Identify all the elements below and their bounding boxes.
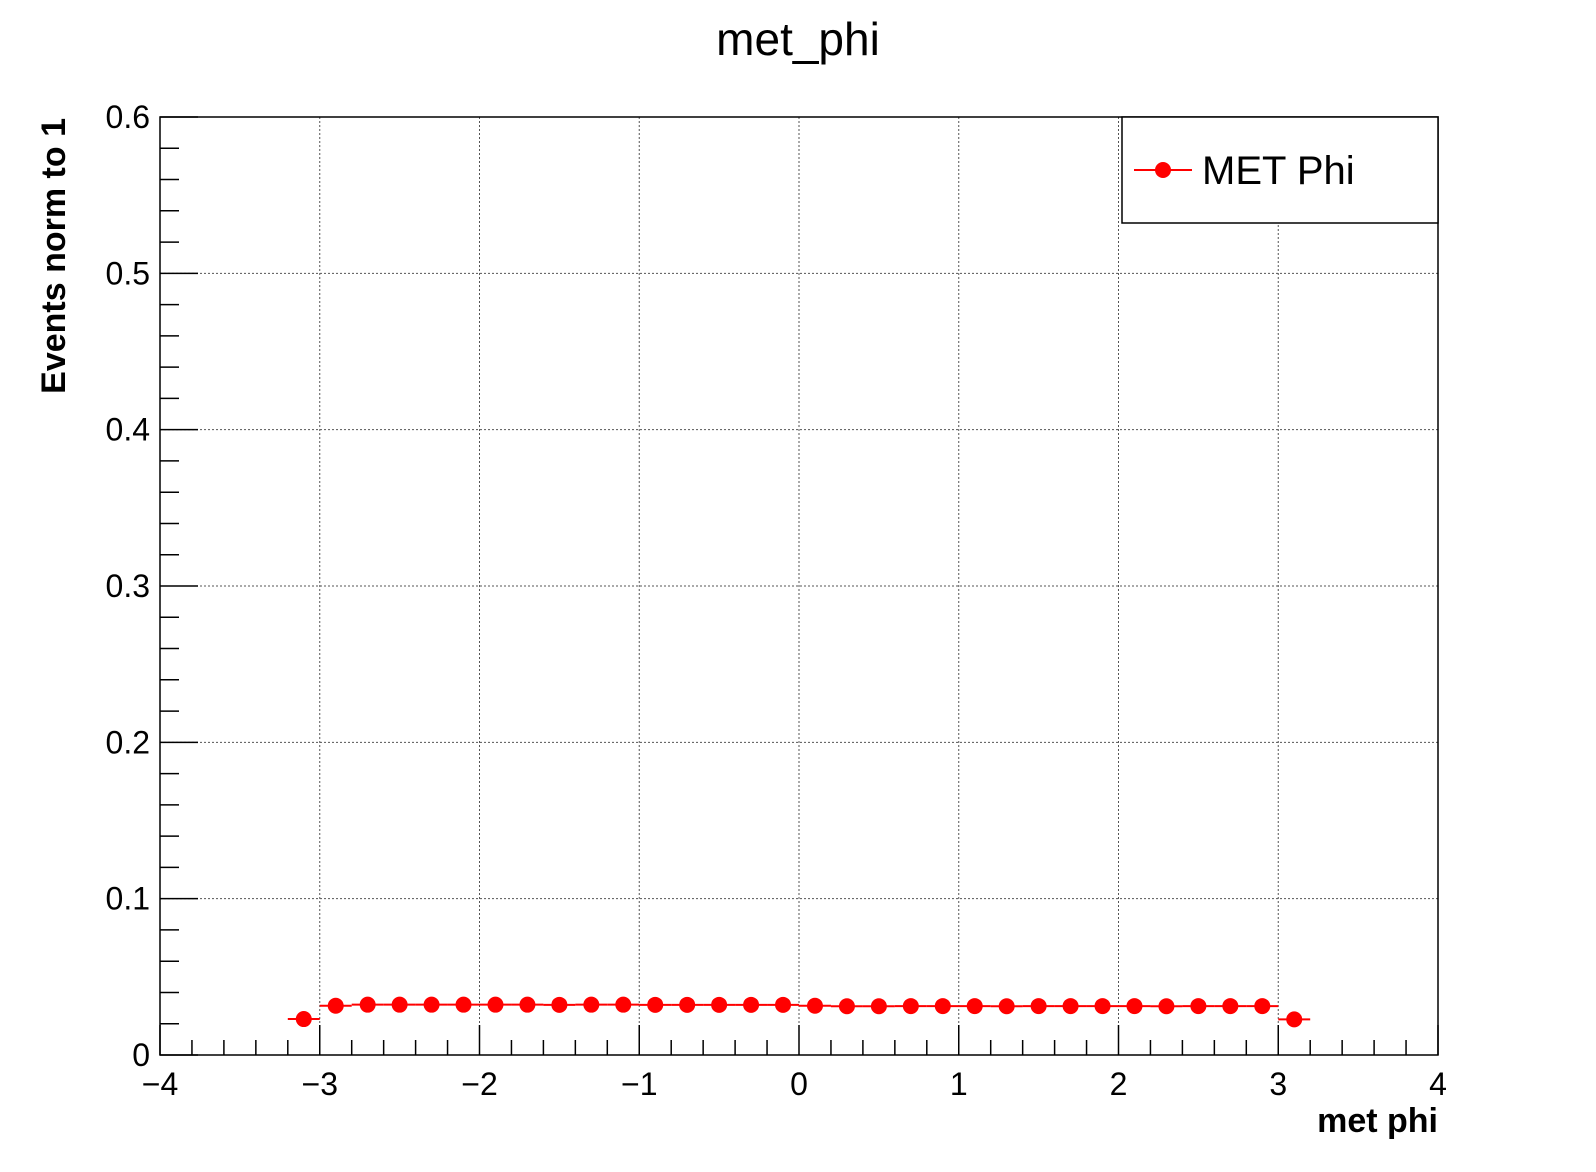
y-tick-label: 0 <box>132 1037 150 1073</box>
data-point <box>359 996 376 1013</box>
data-point <box>1222 998 1239 1015</box>
x-tick-label: 2 <box>1110 1066 1128 1102</box>
x-tick-label: −4 <box>142 1066 178 1102</box>
data-point <box>551 996 568 1013</box>
data-point <box>998 998 1015 1015</box>
data-point <box>583 996 600 1013</box>
data-point <box>1094 998 1111 1015</box>
data-point <box>870 998 887 1015</box>
grid <box>160 117 1438 1055</box>
y-tick-label: 0.3 <box>106 568 150 604</box>
x-axis-label: met phi <box>1317 1102 1438 1140</box>
data-point <box>391 996 408 1013</box>
data-point <box>455 996 472 1013</box>
data-point <box>1158 998 1175 1015</box>
data-point <box>647 996 664 1013</box>
data-point <box>1126 998 1143 1015</box>
y-tick-label: 0.6 <box>106 99 150 135</box>
y-tick-label: 0.1 <box>106 881 150 917</box>
data-point <box>934 998 951 1015</box>
x-tick-label: −2 <box>461 1066 497 1102</box>
y-tick-label: 0.5 <box>106 255 150 291</box>
data-series <box>287 996 1311 1028</box>
x-tick-label: 0 <box>790 1066 808 1102</box>
legend: MET Phi <box>1121 116 1439 224</box>
data-point <box>1254 998 1271 1015</box>
x-tick-label: 3 <box>1269 1066 1287 1102</box>
data-point <box>295 1011 312 1028</box>
x-tick-label: −3 <box>302 1066 338 1102</box>
data-point <box>966 998 983 1015</box>
y-tick-label: 0.4 <box>106 412 150 448</box>
data-point <box>902 998 919 1015</box>
data-point <box>519 996 536 1013</box>
legend-marker <box>1155 162 1171 178</box>
data-point <box>838 998 855 1015</box>
data-point <box>327 997 344 1014</box>
axes: −4 −3 −2 −1 0 1 2 3 4 0 0.1 0.2 0.3 0.4 0.5 0.6 <box>106 99 1447 1102</box>
data-point <box>1062 998 1079 1015</box>
x-tick-label: 4 <box>1429 1066 1447 1102</box>
y-tick-label: 0.2 <box>106 724 150 760</box>
data-point <box>615 996 632 1013</box>
data-point <box>1030 998 1047 1015</box>
data-point <box>487 996 504 1013</box>
x-tick-label: −1 <box>621 1066 657 1102</box>
data-point <box>1190 998 1207 1015</box>
legend-label: MET Phi <box>1202 149 1355 193</box>
data-point <box>775 996 792 1013</box>
data-point <box>423 996 440 1013</box>
data-point <box>806 997 823 1014</box>
data-point <box>679 996 696 1013</box>
data-point <box>711 996 728 1013</box>
x-tick-label: 1 <box>950 1066 968 1102</box>
data-point <box>743 996 760 1013</box>
chart-title: met_phi <box>716 13 880 65</box>
data-point <box>1286 1011 1303 1028</box>
y-axis-label: Events norm to 1 <box>35 118 73 394</box>
